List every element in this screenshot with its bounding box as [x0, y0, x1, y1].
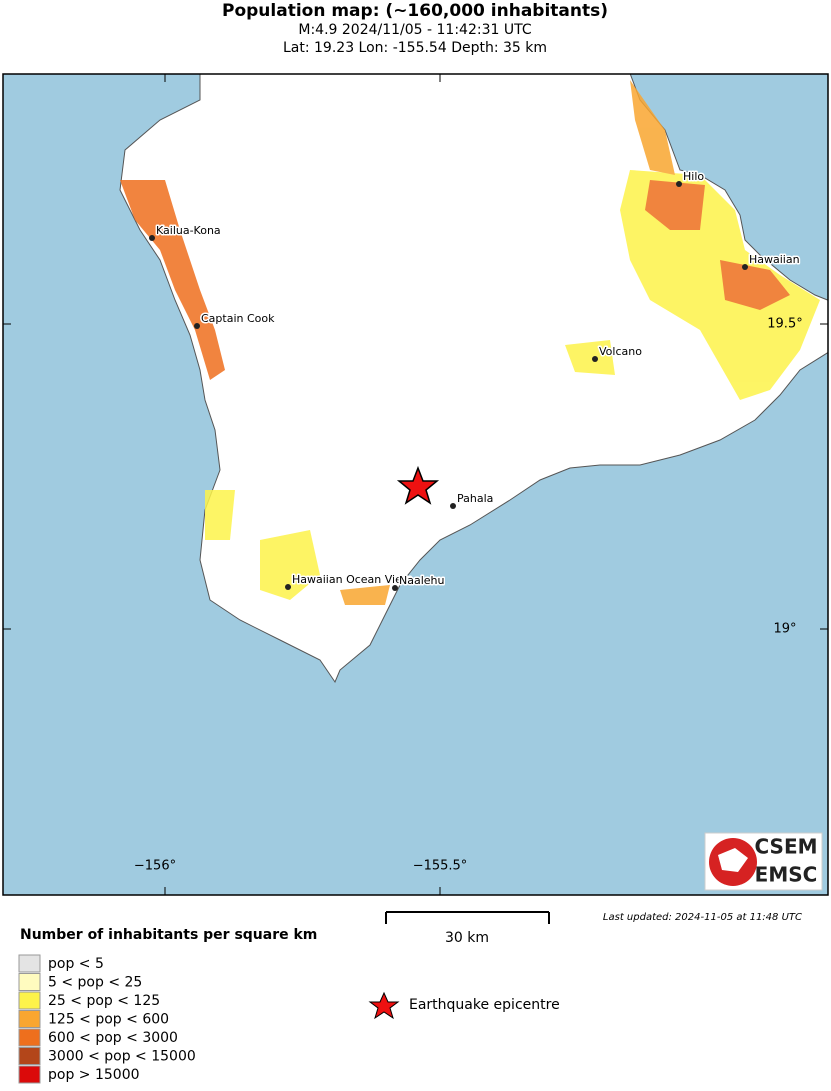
legend-label: 5 < pop < 25: [48, 975, 142, 991]
logo: CSEM EMSC: [704, 832, 823, 891]
city-dot: [285, 584, 291, 590]
legend-label: pop > 15000: [48, 1067, 140, 1083]
legend-swatch: [18, 991, 41, 1010]
epicentre-star: [396, 465, 440, 505]
legend-swatch: [18, 1065, 41, 1084]
city-dot: [450, 503, 456, 509]
location: Lat: 19.23 Lon: -155.54 Depth: 35 km: [283, 40, 547, 56]
legend-swatch: [18, 973, 41, 991]
city-label: Hawaiian Ocean View: [292, 573, 411, 586]
legend-swatch: [18, 954, 41, 973]
map-frame: [2, 73, 829, 896]
scale-label: 30 km: [445, 930, 489, 946]
legend-epicentre: Earthquake epicentre: [409, 997, 560, 1013]
city-label: Naalehu: [399, 574, 444, 587]
legend-label: 25 < pop < 125: [48, 993, 160, 1009]
city-label: Hawaiian: [749, 253, 800, 266]
legend-swatch: [18, 1047, 41, 1065]
legend-title: Number of inhabitants per square km: [20, 927, 317, 943]
legend-label: 3000 < pop < 15000: [48, 1049, 196, 1065]
city-label: Hilo: [683, 170, 704, 183]
city-dot: [392, 585, 398, 591]
legend-swatch: [18, 1010, 41, 1028]
scale-bar: [385, 911, 550, 924]
island: [119, 74, 828, 684]
title: Population map: (~160,000 inhabitants): [222, 1, 608, 21]
legend: pop < 5 5 < pop < 25 25 < pop < 125 125 < p…: [18, 954, 196, 1084]
lat-label: 19.5°: [767, 317, 802, 332]
legend-label: 125 < pop < 600: [48, 1012, 169, 1028]
population-patches: [120, 80, 820, 605]
subtitle: M:4.9 2024/11/05 - 11:42:31 UTC: [298, 22, 531, 38]
graticule-ticks: [3, 74, 828, 895]
legend-swatch: [18, 1028, 41, 1047]
city-dot: [194, 323, 200, 329]
legend-star: [368, 991, 400, 1020]
lat-label: 19°: [773, 622, 796, 637]
lon-label: −156°: [134, 859, 176, 874]
city-dot: [742, 264, 748, 270]
cities: Kailua-Kona Captain Cook Hilo Hawaiian Volca…: [149, 169, 801, 591]
city-dot: [149, 235, 155, 241]
city-label: Pahala: [457, 492, 493, 505]
lon-label: −155.5°: [413, 859, 468, 874]
logo-text: EMSC: [755, 863, 818, 887]
city-dot: [676, 181, 682, 187]
last-updated: Last updated: 2024-11-05 at 11:48 UTC: [603, 912, 802, 923]
city-label: Captain Cook: [201, 312, 275, 325]
legend-label: 600 < pop < 3000: [48, 1030, 178, 1046]
legend-label: pop < 5: [48, 956, 104, 972]
city-dot: [592, 356, 598, 362]
city-label: Kailua-Kona: [156, 224, 221, 237]
city-label: Volcano: [599, 345, 642, 358]
logo-text: CSEM: [754, 835, 817, 859]
